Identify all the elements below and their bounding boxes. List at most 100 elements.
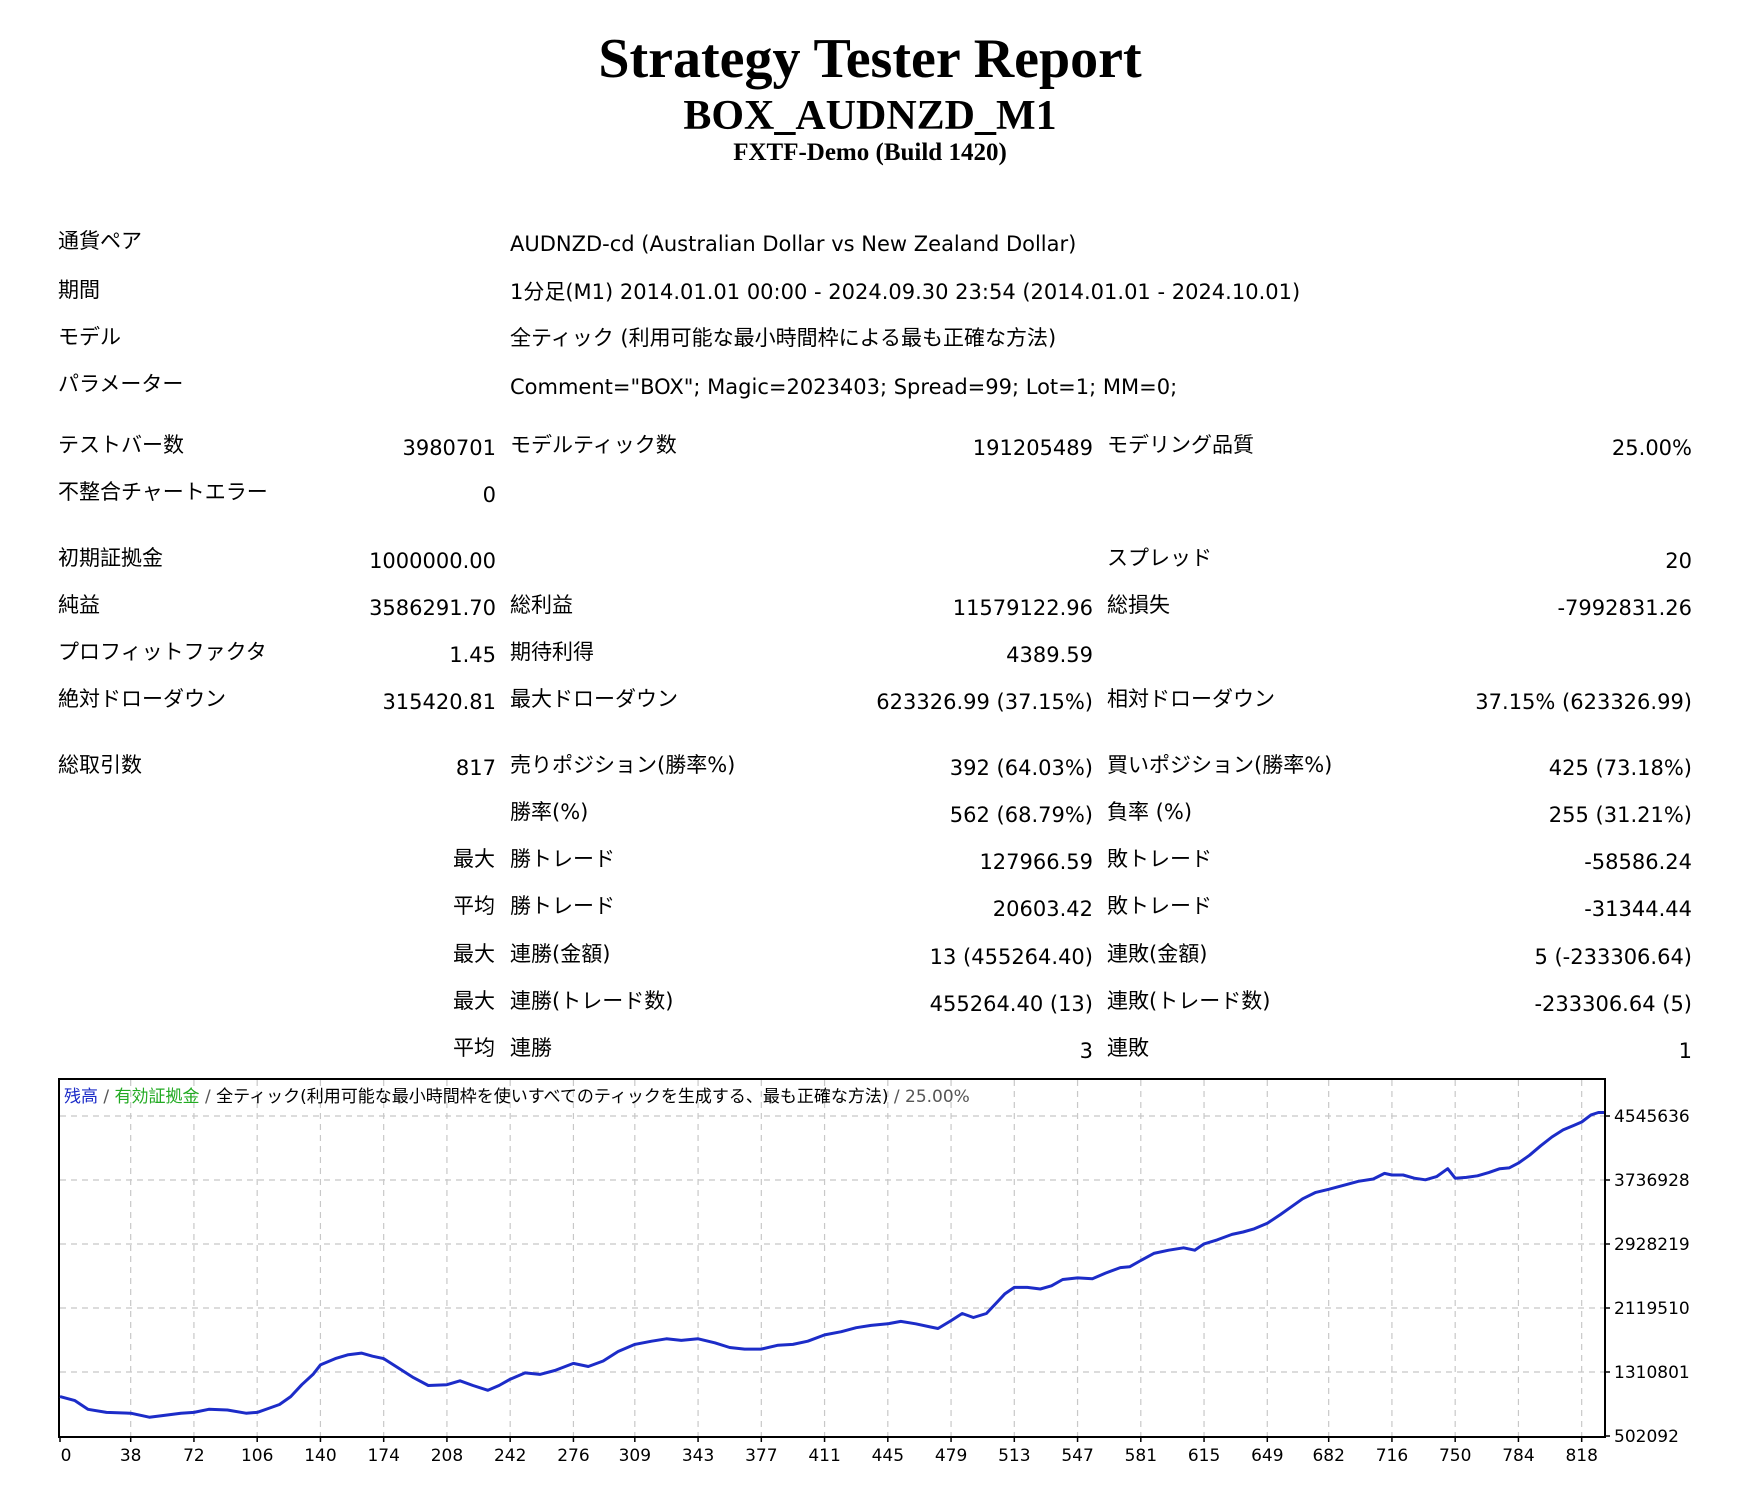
symbol-label: 通貨ペア [58,229,142,253]
x-tick-label: 106 [241,1446,273,1466]
expert-name: BOX_AUDNZD_M1 [683,93,1057,139]
period-value: 1分足(M1) 2014.01.01 00:00 - 2024.09.30 23… [510,280,1301,304]
x-tick-label: 242 [494,1446,526,1466]
max-drawdown-value: 623326.99 (37.15%) [876,690,1093,714]
y-tick-label: 2928219 [1614,1235,1690,1255]
x-tick-label: 411 [808,1446,840,1466]
cons-loss-count-value: -233306.64 (5) [1534,992,1692,1016]
y-tick-label: 4545636 [1614,1107,1690,1127]
net-profit-value: 3586291.70 [369,596,496,620]
cons-loss-money-label: 連敗(金額) [1107,942,1208,966]
avg-cons-label: 平均 [453,1036,495,1060]
x-tick-label: 479 [935,1446,967,1466]
spread-label: スプレッド [1107,546,1212,570]
x-tick-label: 174 [367,1446,399,1466]
model-value: 全ティック (利用可能な最小時間枠による最も正確な方法) [510,326,1057,350]
total-trades-value: 817 [455,756,496,780]
x-tick-label: 208 [431,1446,463,1466]
x-tick-label: 716 [1376,1446,1408,1466]
gross-loss-label: 総損失 [1107,593,1170,617]
win-rate-label: 勝率(%) [510,800,589,824]
largest-label: 最大 [453,847,495,871]
chart-legend: 残高 / 有効証拠金 / 全ティック(利用可能な最小時間枠を使いすべてのティック… [64,1086,970,1108]
win-rate-value: 562 (68.79%) [949,803,1093,827]
largest-loss-label: 敗トレード [1107,847,1212,871]
bars-label: テストバー数 [58,433,184,457]
gross-profit-label: 総利益 [510,593,573,617]
x-tick-label: 818 [1565,1446,1597,1466]
largest-loss-value: -58586.24 [1584,850,1692,874]
x-tick-label: 547 [1061,1446,1093,1466]
cons-win-count-label: 連勝(トレード数) [510,989,674,1013]
short-positions-label: 売りポジション(勝率%) [510,753,736,777]
legend-sep-3: / [888,1087,905,1107]
x-tick-label: 38 [120,1446,142,1466]
max-cons-money-label: 最大 [453,942,495,966]
avg-cons-loss-value: 1 [1678,1039,1692,1063]
quality-value: 25.00% [1611,436,1692,460]
spread-value: 20 [1665,549,1692,573]
balance-chart-frame [58,1078,1606,1438]
avg-loss-value: -31344.44 [1584,897,1692,921]
x-tick-label: 615 [1188,1446,1220,1466]
x-tick-label: 377 [745,1446,777,1466]
max-cons-count-label: 最大 [453,989,495,1013]
expected-payoff-value: 4389.59 [1006,643,1093,667]
y-tick-label: 2119510 [1614,1299,1690,1319]
x-tick-label: 649 [1251,1446,1283,1466]
symbol-value: AUDNZD-cd (Australian Dollar vs New Zeal… [510,232,1077,256]
max-drawdown-label: 最大ドローダウン [510,687,678,711]
rel-drawdown-value: 37.15% (623326.99) [1475,690,1692,714]
largest-win-label: 勝トレード [510,847,615,871]
avg-win-label: 勝トレード [510,894,615,918]
ticks-value: 191205489 [972,436,1093,460]
total-trades-label: 総取引数 [58,753,142,777]
x-tick-label: 276 [557,1446,589,1466]
mismatch-label: 不整合チャートエラー [58,480,268,504]
x-tick-label: 445 [872,1446,904,1466]
gross-loss-value: -7992831.26 [1557,596,1692,620]
params-value: Comment="BOX"; Magic=2023403; Spread=99;… [510,375,1178,399]
period-label: 期間 [58,278,100,302]
model-label: モデル [58,325,121,349]
short-positions-value: 392 (64.03%) [949,756,1093,780]
cons-loss-money-value: 5 (-233306.64) [1534,945,1692,969]
params-label: パラメーター [58,372,184,396]
legend-quality: 25.00% [905,1087,970,1107]
x-tick-label: 309 [619,1446,651,1466]
quality-label: モデリング品質 [1107,433,1254,457]
cons-loss-count-label: 連敗(トレード数) [1107,989,1271,1013]
cons-win-money-value: 13 (455264.40) [929,945,1093,969]
profit-factor-label: プロフィットファクタ [58,640,267,664]
legend-model: 全ティック(利用可能な最小時間枠を使いすべてのティックを生成する、最も正確な方法… [216,1087,889,1107]
x-tick-label: 0 [61,1446,72,1466]
x-tick-label: 682 [1312,1446,1344,1466]
abs-drawdown-value: 315420.81 [382,690,496,714]
avg-cons-loss-label: 連敗 [1107,1036,1149,1060]
x-tick-label: 513 [998,1446,1030,1466]
rel-drawdown-label: 相対ドローダウン [1107,687,1275,711]
net-profit-label: 純益 [58,593,100,617]
cons-win-money-label: 連勝(金額) [510,942,611,966]
x-tick-label: 140 [304,1446,336,1466]
profit-factor-value: 1.45 [449,643,496,667]
x-tick-label: 581 [1125,1446,1157,1466]
avg-cons-win-value: 3 [1079,1039,1093,1063]
loss-rate-label: 負率 (%) [1107,800,1193,824]
ticks-label: モデルティック数 [510,433,677,457]
y-tick-label: 1310801 [1614,1363,1690,1383]
bars-value: 3980701 [402,436,496,460]
long-positions-value: 425 (73.18%) [1548,756,1692,780]
legend-sep-1: / [98,1087,115,1107]
y-tick-label: 502092 [1614,1427,1679,1447]
legend-sep-2: / [199,1087,217,1107]
largest-win-value: 127966.59 [979,850,1093,874]
mismatch-value: 0 [482,483,496,507]
loss-rate-value: 255 (31.21%) [1548,803,1692,827]
avg-cons-win-label: 連勝 [510,1036,552,1060]
balance-line [59,1111,1604,1419]
avg-win-value: 20603.42 [992,897,1093,921]
deposit-label: 初期証拠金 [58,546,163,570]
avg-loss-label: 敗トレード [1107,894,1212,918]
